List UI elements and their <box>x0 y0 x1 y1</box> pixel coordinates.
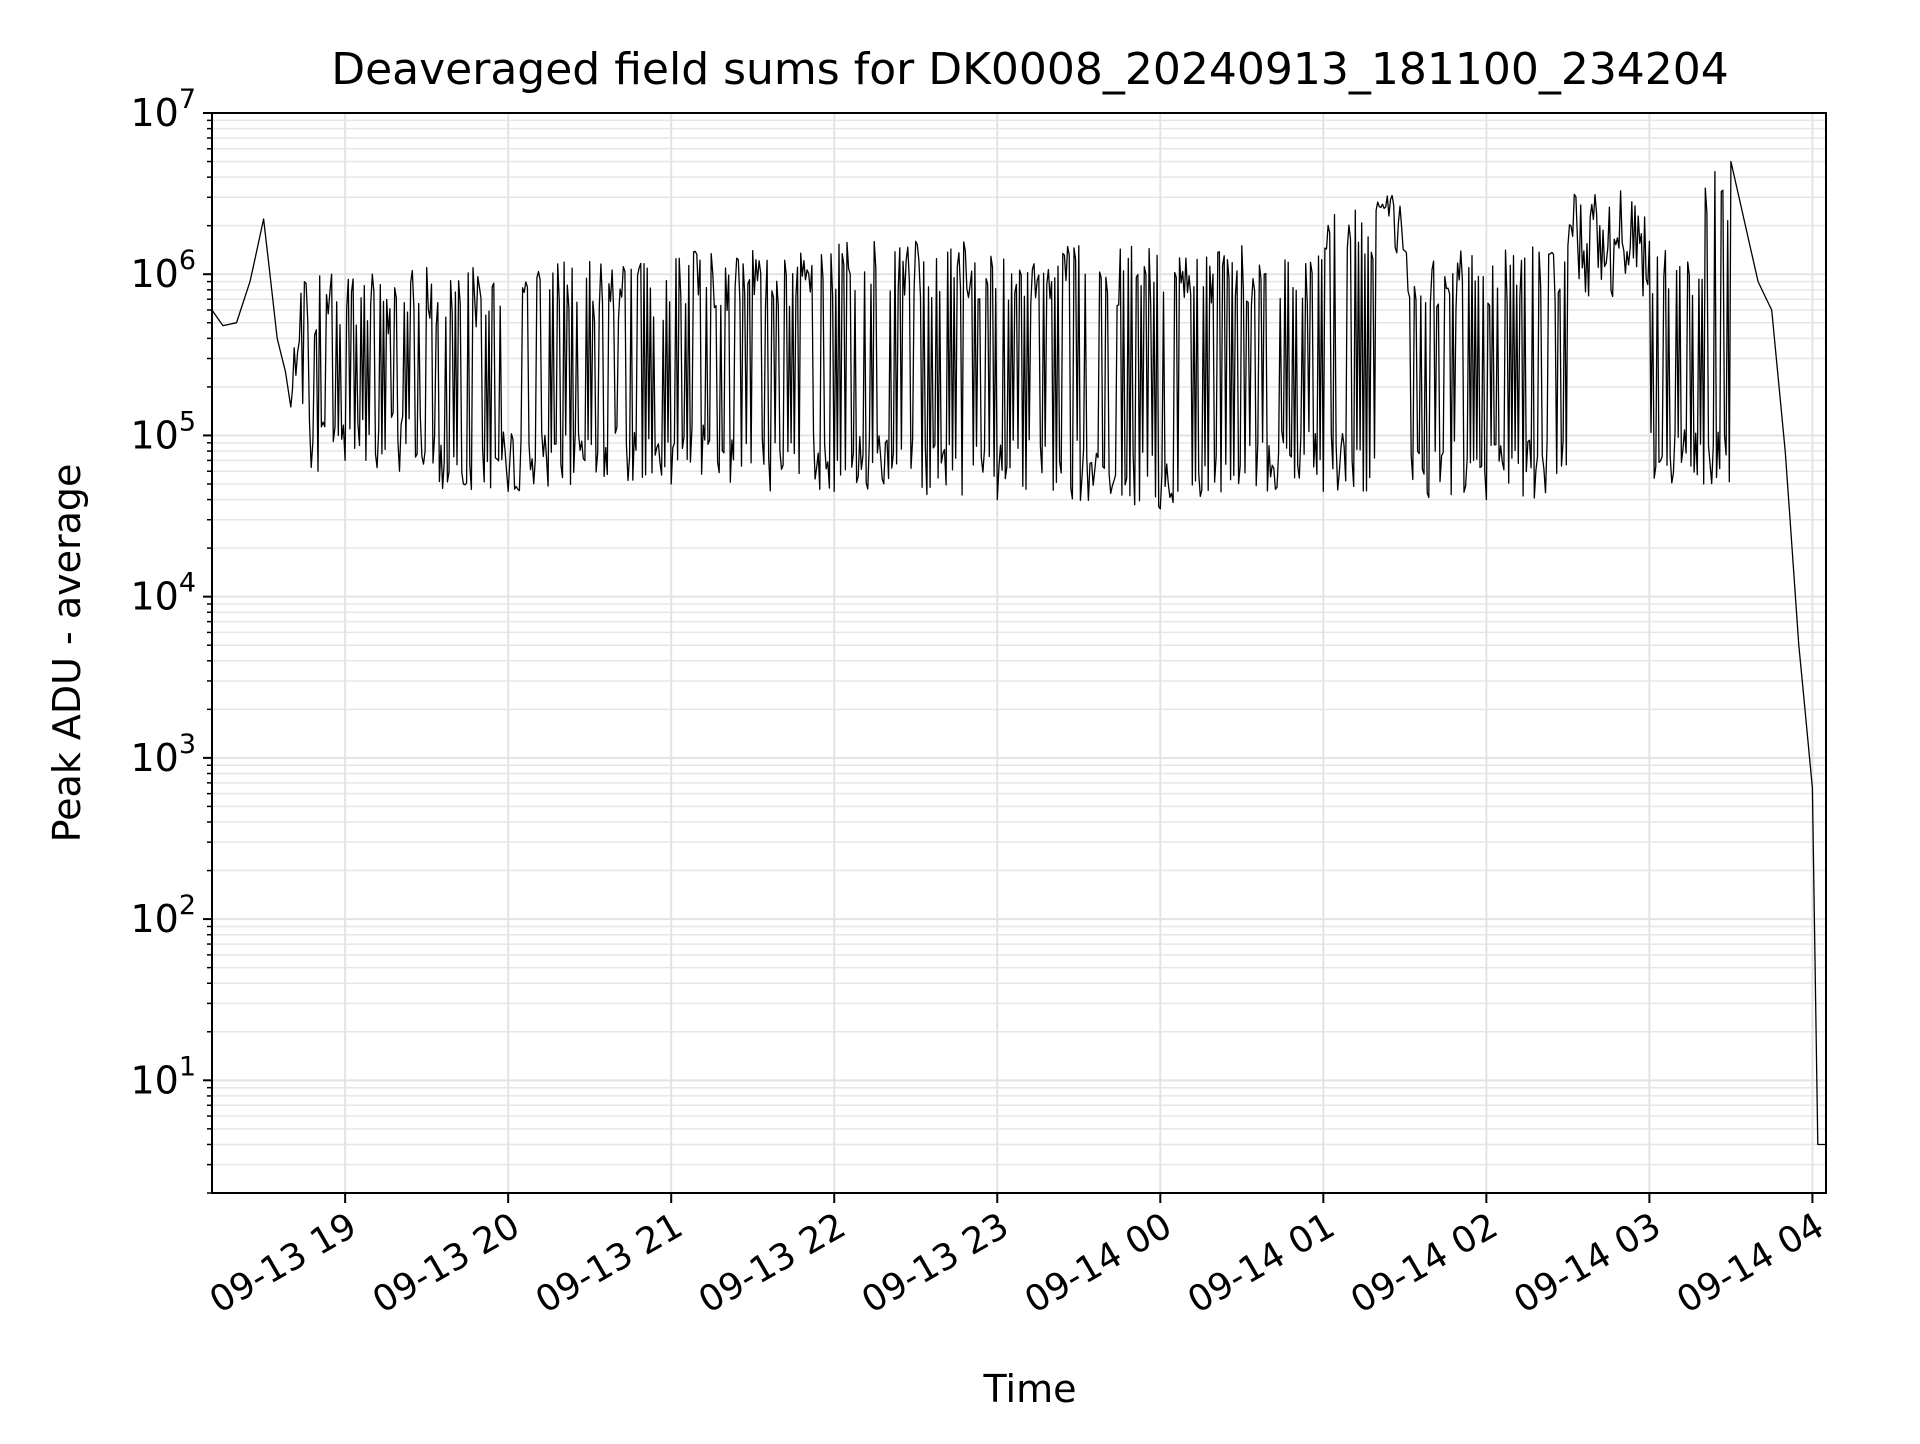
y-tick-label: 102 <box>130 890 196 941</box>
series-line <box>211 160 1826 1146</box>
y-tick-label: 101 <box>130 1051 196 1102</box>
y-tick-label: 106 <box>130 245 196 296</box>
y-tick-label: 104 <box>130 568 196 619</box>
major-gridlines <box>212 112 1826 1193</box>
y-tick-label: 103 <box>130 729 196 780</box>
y-tick-label: 105 <box>130 406 196 457</box>
plot-frame <box>211 112 1827 1194</box>
chart-title: Deaveraged field sums for DK0008_2024091… <box>331 44 1729 95</box>
x-axis-label: Time <box>983 1367 1077 1411</box>
y-tick-label: 107 <box>130 84 196 135</box>
minor-gridlines <box>212 119 1826 1194</box>
y-axis: 101 102 103 104 105 106 107 <box>130 84 212 1194</box>
y-axis-label: Peak ADU - average <box>45 464 89 843</box>
